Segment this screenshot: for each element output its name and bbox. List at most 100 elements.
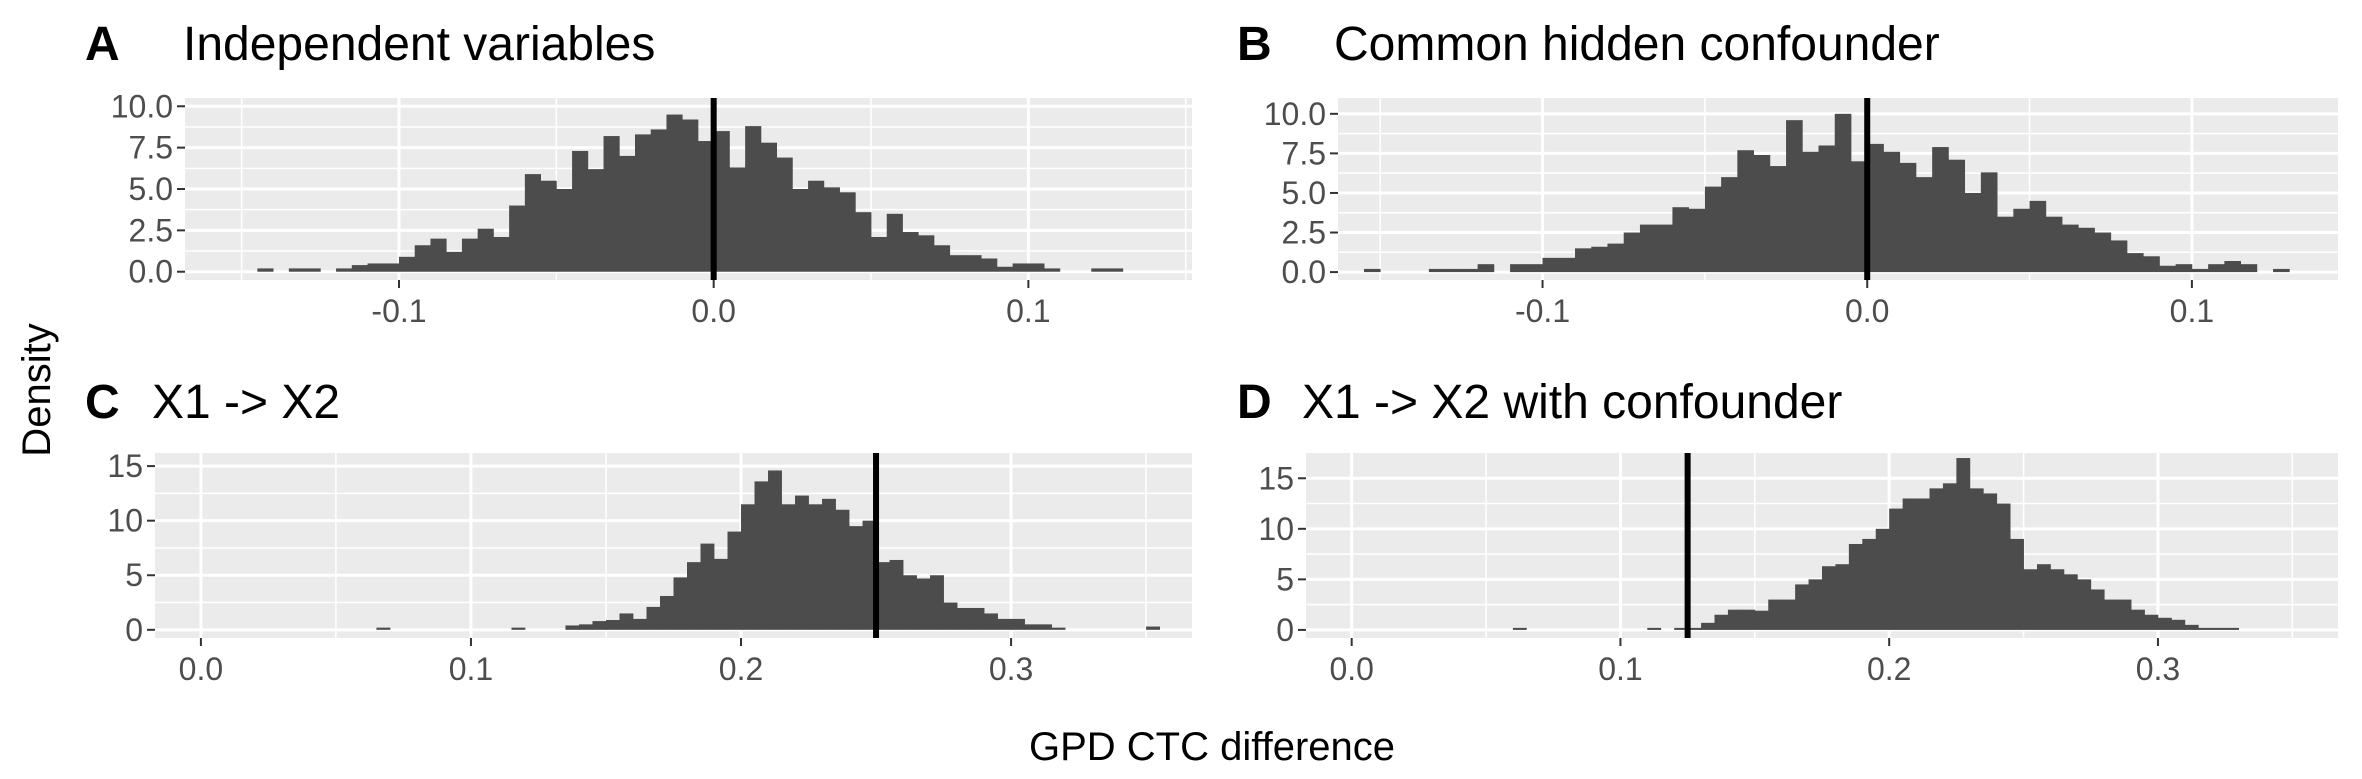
panel-b-histogram-bar: [2110, 240, 2128, 273]
panel-c-x-tick-label: 0.0: [179, 651, 223, 687]
panel-d-histogram-bar: [1902, 498, 1917, 630]
panel-a-histogram-bar: [383, 263, 400, 272]
panel-c-y-tick-label: 5: [125, 557, 143, 593]
panel-a-title: Independent variables: [183, 18, 655, 71]
panel-c-y-axis: 0 5 10 15: [107, 448, 155, 648]
panel-b-x-tick-label: -0.1: [1515, 293, 1570, 329]
panel-b-histogram-bar: [2273, 268, 2290, 273]
panel-d-histogram-bar: [1701, 622, 1715, 630]
panel-d-y-tick-label: 0: [1276, 612, 1294, 648]
panel-b-histogram-bar: [1542, 257, 1560, 273]
panel-b-histogram-bar: [2143, 256, 2160, 273]
panel-c-histogram-bar: [903, 575, 917, 630]
x-axis-title: GPD CTC difference: [1029, 725, 1395, 769]
panel-d-bars: [1512, 458, 2239, 630]
panel-a-histogram-bar: [524, 174, 541, 272]
panel-d-histogram-bar: [2157, 617, 2172, 630]
panel-a-histogram-bar: [650, 129, 667, 272]
panel-a-histogram-bar: [839, 192, 856, 272]
panel-b-histogram-bar: [1575, 248, 1592, 273]
panel-a-histogram-bar: [902, 232, 919, 272]
panel-c-histogram-bar: [984, 613, 998, 630]
panel-c-histogram-bar: [822, 498, 836, 630]
panel-a-bars: [257, 114, 1124, 272]
panel-a-histogram-bar: [1028, 263, 1045, 272]
panel-a-histogram-bar: [1012, 263, 1029, 272]
panel-c-histogram-bar: [565, 625, 580, 630]
panel-b-histogram-bar: [1477, 264, 1495, 273]
panel-a-histogram-bar: [493, 236, 510, 272]
panel-a-histogram-bar: [949, 255, 966, 272]
panel-a-histogram-bar: [918, 235, 935, 272]
panel-b-histogram-bar: [1786, 120, 1803, 273]
panel-a-y-tick-label: 10.0: [111, 88, 173, 124]
panel-b-histogram-bar: [1769, 166, 1787, 273]
panel-c-histogram-bar: [659, 595, 674, 630]
panel-a-histogram-bar: [808, 180, 825, 272]
panel-d-histogram-bar: [2050, 569, 2065, 630]
panel-a-y-tick-label: 0.0: [129, 254, 173, 290]
panel-a: A Independent variables 0.0 2.5 5.0 7.5 10.0…: [85, 18, 1192, 329]
panel-b-histogram-bar: [2029, 200, 2047, 273]
panel-b-x-tick-label: 0.0: [1845, 293, 1889, 329]
panel-a-histogram-bar: [792, 189, 809, 272]
panel-d-y-tick-label: 10: [1258, 511, 1294, 547]
panel-c-histogram-bar: [687, 562, 701, 630]
panel-d-histogram-bar: [2184, 624, 2199, 630]
panel-b-histogram-bar: [2240, 264, 2258, 273]
panel-c-histogram-bar: [741, 504, 755, 630]
panel-c-title: X1 -> X2: [152, 376, 340, 429]
panel-a-y-tick-label: 2.5: [129, 212, 173, 248]
panel-a-histogram-bar: [304, 268, 321, 272]
panel-c-histogram-bar: [997, 618, 1012, 630]
panel-d-histogram-bar: [2077, 579, 2092, 630]
panel-b-histogram-bar: [1964, 192, 1982, 273]
panel-a-y-tick-label: 7.5: [129, 130, 173, 166]
panel-b-histogram-bar: [1672, 207, 1690, 273]
panel-c-histogram-bar: [1011, 618, 1025, 630]
panel-a-histogram-bar: [603, 136, 620, 272]
panel-a-histogram-bar: [823, 187, 840, 272]
panel-d: D X1 -> X2 with confounder 0 5 10 15 0.0 0.1…: [1237, 376, 2338, 687]
panel-a-histogram-bar: [745, 126, 762, 272]
panel-d-x-tick-label: 0.0: [1329, 651, 1373, 687]
panel-d-x-tick-label: 0.2: [1867, 651, 1911, 687]
panel-b-histogram-bar: [1932, 147, 1949, 273]
panel-a-histogram-bar: [729, 167, 746, 272]
panel-a-histogram-bar: [697, 141, 715, 272]
panel-c-bars: [376, 470, 1160, 630]
panel-b-y-tick-label: 2.5: [1282, 215, 1326, 251]
panel-a-histogram-bar: [981, 258, 998, 272]
panel-b-histogram-bar: [2078, 227, 2095, 273]
panel-b-histogram-bar: [2159, 265, 2177, 273]
panel-b-histogram-bar: [1818, 145, 1836, 273]
panel-d-histogram-bar: [2131, 609, 2145, 630]
panel-b-y-tick-label: 0.0: [1282, 254, 1326, 290]
panel-c-histogram-bar: [970, 607, 985, 630]
panel-a-histogram-bar: [257, 268, 274, 272]
panel-b-x-tick-label: 0.1: [2170, 293, 2214, 329]
panel-a-x-tick-label: 0.1: [1006, 293, 1050, 329]
panel-a-histogram-bar: [414, 245, 431, 272]
panel-b-x-axis: -0.1 0.0 0.1: [1515, 280, 2214, 329]
panel-a-histogram-bar: [351, 265, 368, 272]
panel-b-histogram-bar: [2062, 224, 2079, 273]
panel-d-title: X1 -> X2 with confounder: [1302, 376, 1842, 429]
panel-c-histogram-bar: [957, 607, 971, 630]
panel-d-y-axis: 0 5 10 15: [1258, 460, 1306, 648]
panel-c-histogram-bar: [673, 577, 688, 630]
panel-c-x-tick-label: 0.3: [989, 651, 1033, 687]
panel-c-histogram-bar: [511, 627, 526, 630]
panel-a-letter: A: [85, 18, 120, 71]
panel-c-histogram-bar: [646, 606, 661, 630]
panel-c-x-axis: 0.0 0.1 0.2 0.3: [179, 638, 1033, 687]
panel-c-histogram-bar: [1024, 624, 1039, 630]
panel-b-histogram-bar: [1461, 268, 1479, 273]
panel-d-histogram-bar: [1741, 609, 1756, 630]
panel-a-histogram-bar: [760, 142, 778, 272]
panel-d-histogram-bar: [2144, 614, 2159, 630]
panel-a-y-tick-label: 5.0: [129, 171, 173, 207]
panel-a-histogram-bar: [288, 268, 305, 272]
panel-c-histogram-bar: [781, 504, 796, 630]
panel-b-histogram-bar: [1623, 232, 1641, 273]
